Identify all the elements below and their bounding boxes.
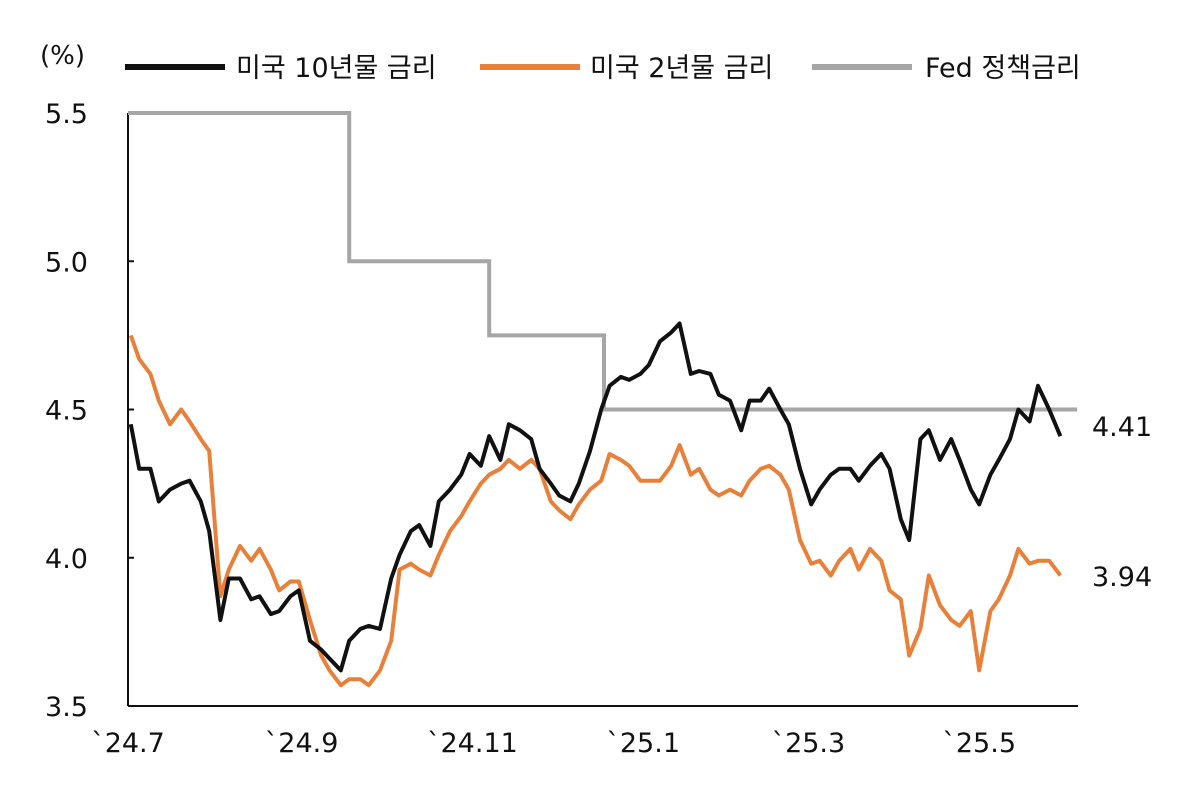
x-tick-label: `25.1 <box>606 728 680 759</box>
x-tick-label: `25.5 <box>942 728 1016 759</box>
series-line-fed-rate <box>128 111 1078 412</box>
end-label-10y: 4.41 <box>1092 412 1152 443</box>
end-label-2y: 3.94 <box>1092 562 1152 593</box>
legend-label-10y: 미국 10년물 금리 <box>236 53 437 84</box>
y-tick-label: 3.5 <box>45 692 88 723</box>
y-tick-label: 4.0 <box>45 544 88 575</box>
legend-label-2y: 미국 2년물 금리 <box>590 53 773 84</box>
y-tick-label: 5.5 <box>45 99 88 130</box>
y-tick-label: 5.0 <box>45 247 88 278</box>
y-unit-label: (%) <box>40 41 85 71</box>
x-tick-label: `24.9 <box>265 728 339 759</box>
series-line-10y <box>128 321 1063 673</box>
x-tick-label: `24.7 <box>91 728 165 759</box>
legend-label-fed: Fed 정책금리 <box>925 53 1081 84</box>
series-line-2y <box>128 334 1062 688</box>
x-tick-label: `25.3 <box>772 728 846 759</box>
legend: 미국 10년물 금리 미국 2년물 금리 Fed 정책금리 <box>125 53 1081 84</box>
x-tick-label: `24.11 <box>427 728 518 759</box>
y-tick-label: 4.5 <box>45 396 88 427</box>
